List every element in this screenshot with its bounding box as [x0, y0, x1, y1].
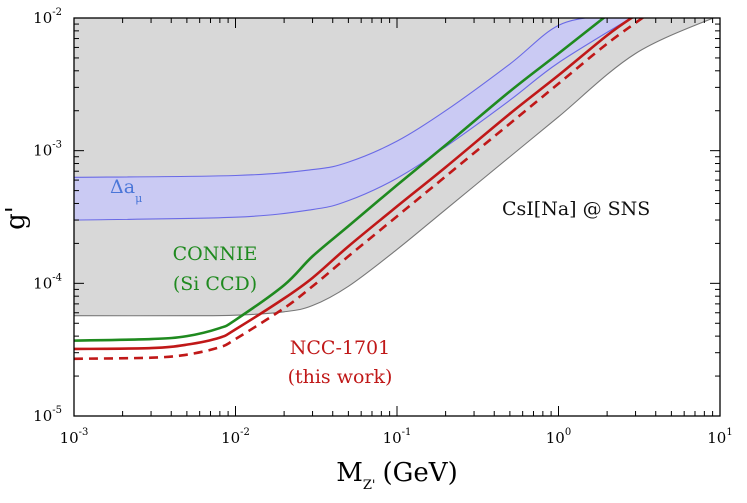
connie-sensitivity-line [74, 18, 606, 342]
x-tick-label-3: 100 [546, 427, 571, 447]
x-axis-title: MZ' (GeV) [336, 458, 457, 493]
connie-label-line1: CONNIE [173, 243, 258, 265]
csi-label: CsI[Na] @ SNS [502, 198, 650, 220]
axis-ticks [73, 17, 721, 417]
muon-g2-band-upper-edge [74, 18, 590, 178]
connie-label-line2: (Si CCD) [173, 273, 257, 295]
x-tick-label-2: 10-1 [383, 427, 412, 447]
muon-g2-band-lower-edge [74, 18, 633, 221]
y-tick-label-3: 10-2 [33, 7, 62, 27]
csi-region-boundary [74, 18, 715, 317]
ncc1701-label-line1: NCC-1701 [290, 337, 390, 359]
x-tick-label-1: 10-2 [221, 427, 250, 447]
ncc1701-sensitivity-dashed-line [74, 18, 645, 361]
plot-area [74, 18, 715, 361]
ncc1701-label-line2: (this work) [288, 366, 393, 388]
y-tick-label-0: 10-5 [33, 405, 62, 425]
muon-g2-band [74, 18, 631, 221]
muon-g2-label: Δaμ [110, 176, 142, 205]
x-tick-label-0: 10-3 [60, 427, 89, 447]
y-tick-label-1: 10-4 [33, 272, 62, 292]
y-axis-title: g' [1, 206, 31, 230]
y-tick-label-2: 10-3 [33, 140, 62, 160]
ncc1701-sensitivity-line [74, 18, 634, 351]
x-tick-label-4: 101 [707, 427, 732, 447]
